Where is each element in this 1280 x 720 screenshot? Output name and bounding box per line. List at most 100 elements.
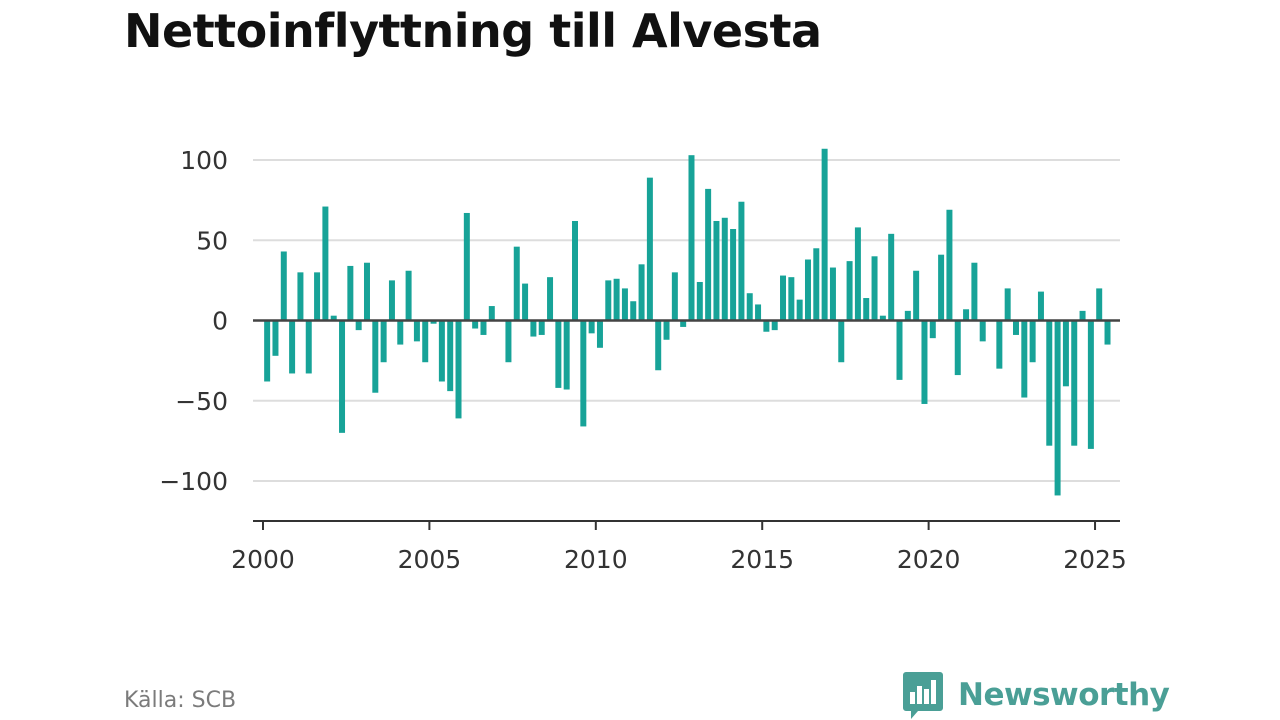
bar	[788, 277, 795, 321]
bar	[821, 148, 828, 321]
bar	[730, 229, 737, 321]
bar	[630, 301, 637, 321]
bar	[854, 227, 861, 321]
bar	[813, 248, 820, 321]
bar	[771, 320, 778, 331]
bar	[671, 272, 678, 321]
bar	[339, 320, 346, 433]
bar	[463, 212, 470, 321]
bar	[680, 320, 687, 327]
bar	[1104, 320, 1111, 345]
bar	[713, 220, 720, 321]
bar	[522, 283, 529, 321]
bar	[763, 320, 770, 332]
bar	[355, 320, 362, 331]
bar	[1004, 288, 1011, 321]
y-tick-label: −50	[175, 387, 228, 416]
bar	[380, 320, 387, 363]
y-axis: 100 50 0 −50 −100	[159, 146, 228, 496]
bar	[363, 262, 370, 321]
bar	[538, 320, 545, 335]
bar	[954, 320, 961, 376]
bar	[896, 320, 903, 380]
chart-title: Nettoinflyttning till Alvesta	[124, 4, 822, 58]
bar	[1071, 320, 1078, 446]
bar	[264, 320, 271, 382]
x-tick-label: 2010	[564, 545, 628, 574]
bar	[996, 320, 1003, 369]
bar	[580, 320, 587, 427]
bar	[1046, 320, 1053, 446]
bar	[297, 272, 304, 321]
bar	[422, 320, 429, 363]
bar	[1029, 320, 1036, 363]
bar	[1087, 320, 1094, 449]
bar	[1021, 320, 1028, 398]
chat-bar-chart-icon	[903, 672, 943, 719]
bar	[971, 262, 978, 321]
bar	[405, 270, 412, 321]
brand-logo: Newsworthy	[902, 670, 1170, 720]
bar	[305, 320, 312, 374]
bar	[746, 293, 753, 321]
bar	[879, 315, 886, 321]
bar	[272, 320, 279, 356]
y-tick-label: 50	[196, 226, 228, 255]
x-tick-label: 2015	[730, 545, 794, 574]
x-axis: 2000 2005 2010 2015 2020 2025	[231, 521, 1127, 574]
bar	[596, 320, 603, 348]
bar	[738, 201, 745, 321]
bar	[372, 320, 379, 393]
bar	[438, 320, 445, 382]
bar	[347, 265, 354, 321]
bar	[430, 320, 437, 324]
bar	[605, 280, 612, 321]
bar	[505, 320, 512, 363]
bar	[1054, 320, 1061, 496]
bar	[322, 206, 329, 321]
bar	[1079, 310, 1086, 321]
bar	[455, 320, 462, 419]
bar	[838, 320, 845, 363]
bar	[289, 320, 296, 374]
bar	[397, 320, 404, 345]
bar	[705, 188, 712, 321]
gridlines	[253, 159, 1120, 482]
x-tick-label: 2020	[897, 545, 961, 574]
bar	[488, 306, 495, 321]
bar	[547, 277, 554, 321]
bar	[780, 275, 787, 321]
x-tick-label: 2025	[1063, 545, 1127, 574]
bar	[913, 270, 920, 321]
bar	[1037, 291, 1044, 321]
brand-name: Newsworthy	[958, 677, 1170, 713]
bar	[1012, 320, 1019, 335]
bar	[655, 320, 662, 371]
bar	[946, 209, 953, 321]
x-tick-label: 2005	[398, 545, 462, 574]
bar	[530, 320, 537, 337]
bar	[929, 320, 936, 339]
y-tick-label: −100	[159, 467, 228, 496]
bar	[796, 299, 803, 321]
bar	[621, 288, 628, 321]
source-note: Källa: SCB	[124, 688, 237, 713]
bar	[572, 220, 579, 321]
bar	[613, 278, 620, 321]
bar	[480, 320, 487, 335]
bar	[413, 320, 420, 342]
bar	[646, 177, 653, 321]
bar	[696, 281, 703, 321]
bar	[472, 320, 479, 329]
bar	[829, 267, 836, 321]
bars	[264, 148, 1111, 496]
bar	[979, 320, 986, 342]
bar	[555, 320, 562, 388]
bar	[755, 304, 762, 321]
bar	[447, 320, 454, 392]
bar	[921, 320, 928, 404]
bar	[1096, 288, 1103, 321]
bar	[904, 310, 911, 321]
bar	[963, 309, 970, 321]
